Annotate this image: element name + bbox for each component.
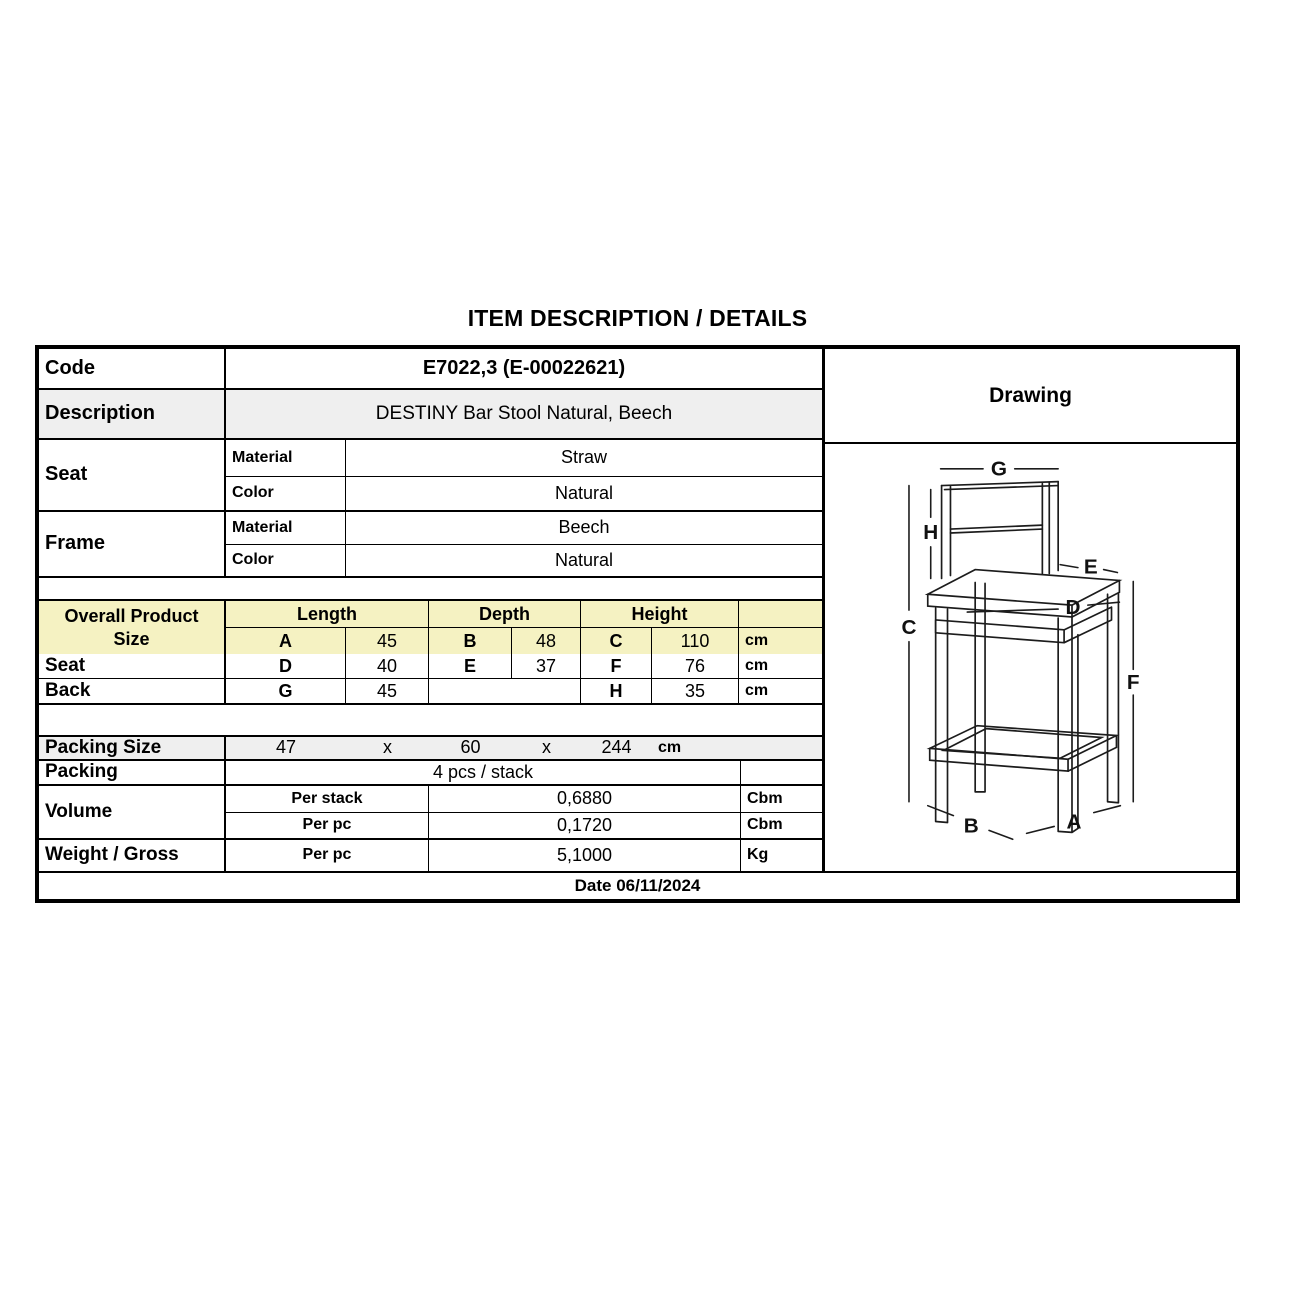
back-dims-label: Back bbox=[39, 679, 226, 704]
overall-length-value: 45 bbox=[346, 628, 429, 655]
packing-row: Packing 4 pcs / stack bbox=[39, 760, 822, 786]
dim-label-b: B bbox=[964, 814, 979, 837]
code-label: Code bbox=[39, 349, 226, 390]
size-header-section: Overall Product Size Length Depth Height… bbox=[39, 601, 822, 655]
drawing-column: Drawing bbox=[825, 349, 1236, 871]
per-pc-value: 0,1720 bbox=[429, 812, 741, 840]
seat-height-key: F bbox=[581, 654, 652, 679]
overall-depth-key: B bbox=[429, 628, 512, 655]
description-label: Description bbox=[39, 389, 226, 440]
per-pc-label: Per pc bbox=[226, 812, 429, 840]
frame-color-value: Natural bbox=[346, 545, 822, 578]
height-header: Height bbox=[581, 601, 739, 629]
code-value: E7022,3 (E-00022621) bbox=[226, 349, 822, 390]
seat-length-value: 40 bbox=[346, 654, 429, 679]
dim-label-g: G bbox=[991, 458, 1007, 481]
back-dims-row: Back G 45 H 35 cm bbox=[39, 679, 822, 706]
bar-stool-drawing: G H C E D F B A bbox=[901, 458, 1140, 841]
seat-height-value: 76 bbox=[652, 654, 739, 679]
weight-per-pc-label: Per pc bbox=[226, 839, 429, 871]
weight-row: Weight / Gross Per pc 5,1000 Kg bbox=[39, 839, 822, 871]
page-title: ITEM DESCRIPTION / DETAILS bbox=[467, 305, 808, 331]
packing-value: 4 pcs / stack bbox=[226, 760, 741, 784]
seat-dims-row: Seat D 40 E 37 F 76 cm bbox=[39, 654, 822, 680]
seat-material-value: Straw bbox=[346, 440, 822, 477]
drawing-area: G H C E D F B A bbox=[825, 444, 1236, 871]
size-header-unit-empty bbox=[739, 601, 822, 629]
packing-size-unit: cm bbox=[658, 738, 682, 756]
date-value: Date 06/11/2024 bbox=[574, 876, 701, 895]
packing-size-v3: 244 bbox=[601, 737, 632, 758]
weight-label: Weight / Gross bbox=[39, 839, 226, 871]
back-height-value: 35 bbox=[652, 679, 739, 704]
packing-empty bbox=[741, 761, 822, 784]
dim-label-c: C bbox=[901, 616, 916, 639]
packing-size-v2: 60 bbox=[460, 737, 481, 758]
packing-size-empty bbox=[739, 737, 822, 759]
per-stack-value: 0,6880 bbox=[429, 785, 741, 813]
spacer-row-1 bbox=[39, 578, 822, 602]
packing-label: Packing bbox=[39, 760, 226, 784]
spec-table: Code E7022,3 (E-00022621) Description DE… bbox=[35, 345, 1240, 903]
dim-label-d: D bbox=[1065, 596, 1080, 619]
overall-depth-value: 48 bbox=[512, 628, 581, 655]
frame-section: Frame Material Beech Color Natural bbox=[39, 511, 822, 578]
overall-length-key: A bbox=[226, 628, 346, 655]
spec-left-grid: Code E7022,3 (E-00022621) Description DE… bbox=[39, 349, 825, 871]
seat-material-label: Material bbox=[226, 439, 346, 477]
seat-length-key: D bbox=[226, 654, 346, 679]
size-section-label: Overall Product Size bbox=[39, 601, 226, 655]
seat-color-label: Color bbox=[226, 476, 346, 512]
volume-label: Volume bbox=[39, 785, 226, 840]
date-row: Date 06/11/2024 bbox=[39, 871, 1236, 899]
dim-label-f: F bbox=[1127, 671, 1140, 694]
per-stack-label: Per stack bbox=[226, 785, 429, 813]
dim-label-e: E bbox=[1084, 556, 1098, 579]
seat-color-value: Natural bbox=[346, 477, 822, 512]
per-stack-unit: Cbm bbox=[741, 786, 822, 813]
volume-section: Volume Per stack 0,6880 Cbm Per pc 0,172… bbox=[39, 785, 822, 840]
frame-label: Frame bbox=[39, 511, 226, 578]
spacer-row-2 bbox=[39, 705, 822, 737]
dim-label-h: H bbox=[923, 521, 938, 544]
length-header: Length bbox=[226, 601, 429, 629]
back-depth-empty bbox=[429, 679, 581, 704]
packing-size-row: Packing Size 47 x 60 x 244 cm bbox=[39, 736, 822, 761]
packing-size-x1: x bbox=[383, 737, 392, 758]
back-length-value: 45 bbox=[346, 679, 429, 704]
seat-section: Seat Material Straw Color Natural bbox=[39, 439, 822, 512]
description-value: DESTINY Bar Stool Natural, Beech bbox=[226, 390, 822, 440]
overall-unit: cm bbox=[745, 632, 769, 650]
packing-size-x2: x bbox=[542, 737, 551, 758]
spec-main: Code E7022,3 (E-00022621) Description DE… bbox=[39, 349, 1236, 871]
frame-material-label: Material bbox=[226, 511, 346, 545]
description-row: Description DESTINY Bar Stool Natural, B… bbox=[39, 389, 822, 440]
code-row: Code E7022,3 (E-00022621) bbox=[39, 349, 822, 390]
overall-height-value: 110 bbox=[652, 628, 739, 655]
back-height-key: H bbox=[581, 679, 652, 704]
depth-header: Depth bbox=[429, 601, 581, 629]
packing-size-v1: 47 bbox=[275, 737, 297, 758]
packing-size-label: Packing Size bbox=[39, 736, 226, 759]
weight-unit: Kg bbox=[747, 846, 769, 864]
seat-depth-key: E bbox=[429, 654, 512, 679]
frame-material-value: Beech bbox=[346, 512, 822, 545]
seat-dims-label: Seat bbox=[39, 654, 226, 679]
overall-height-key: C bbox=[581, 628, 652, 655]
seat-label: Seat bbox=[39, 439, 226, 512]
back-dims-unit: cm bbox=[745, 682, 769, 700]
drawing-header: Drawing bbox=[825, 349, 1236, 444]
frame-color-label: Color bbox=[226, 544, 346, 578]
dim-label-a: A bbox=[1066, 810, 1081, 833]
seat-dims-unit: cm bbox=[745, 657, 769, 675]
seat-depth-value: 37 bbox=[512, 654, 581, 679]
per-pc-unit: Cbm bbox=[741, 813, 822, 840]
weight-value: 5,1000 bbox=[429, 839, 741, 871]
back-length-key: G bbox=[226, 679, 346, 704]
